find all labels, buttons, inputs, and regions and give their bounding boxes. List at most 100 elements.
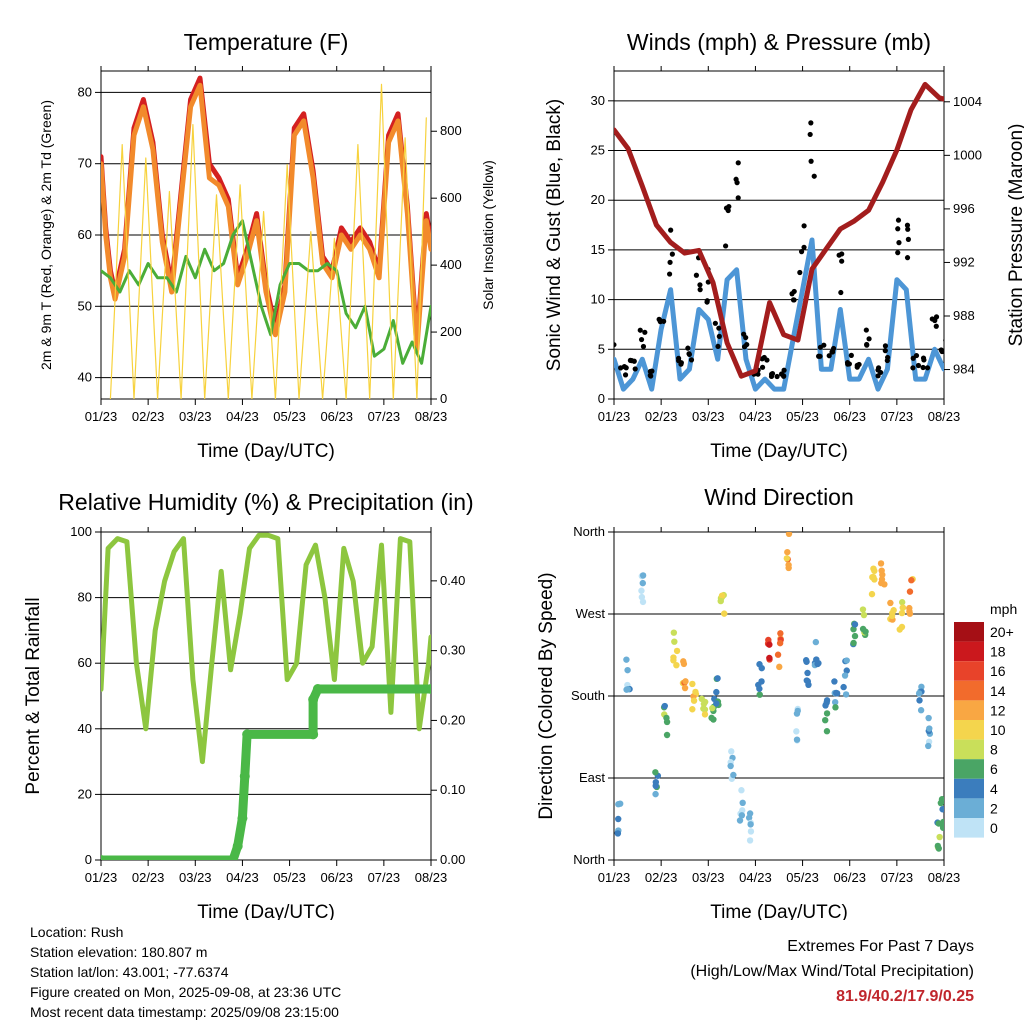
x-tick-label: 04/23 (226, 409, 259, 424)
series-point-gust (697, 282, 703, 288)
series-point-gust (623, 365, 629, 371)
series-point-gust (845, 361, 851, 367)
series-point-gust (667, 259, 673, 265)
wind-direction-point (730, 771, 737, 779)
series-point-gust (933, 323, 939, 329)
colorbar-swatch (954, 641, 984, 662)
series-point-gust (826, 353, 832, 359)
wind-direction-point (878, 579, 885, 587)
series-point-gust (741, 344, 748, 350)
series-point-gust (716, 333, 722, 339)
series-point-gust (768, 371, 775, 377)
x-tick-label: 02/23 (132, 870, 165, 885)
wind-direction-point (747, 828, 755, 835)
extremes-title: Extremes For Past 7 Days (787, 938, 974, 955)
wind-direction-point (793, 728, 800, 735)
wind-direction-point (898, 623, 906, 631)
series-point-gust (808, 120, 814, 126)
wind-direction-point (899, 604, 906, 611)
y-tick-label: 0 (85, 852, 92, 867)
series-point-gust (716, 325, 722, 331)
series-point-total-precipitation (101, 855, 106, 860)
wind-direction-point (822, 716, 829, 724)
y-axis-label: Percent & Total Rainfall (23, 597, 44, 794)
wind-direction-point (638, 593, 646, 601)
wind-direction-point (623, 656, 630, 663)
series-point-gust (905, 236, 912, 242)
wind-direction-point (785, 561, 792, 569)
x-tick-label: 08/23 (928, 870, 961, 885)
series-point-gust (816, 353, 822, 359)
wind-direction-point (689, 706, 696, 713)
series-point-total-precipitation (308, 729, 319, 740)
series-point-gust (848, 352, 854, 358)
wind-direction-point (890, 607, 897, 614)
wind-direction-point (736, 817, 744, 824)
extremes-box: Extremes For Past 7 Days (High/Low/Max W… (690, 934, 974, 1009)
wind-direction-point (713, 688, 720, 696)
series-point-gust (686, 351, 693, 358)
y-tick-label: 10 (591, 292, 605, 307)
x-tick-label: 03/23 (692, 409, 725, 424)
wind-direction-point (940, 818, 944, 826)
series-point-gust (648, 373, 654, 379)
wind-direction-point (708, 714, 715, 722)
wind-direction-point (673, 647, 681, 655)
wind-direction-point (766, 641, 773, 648)
wind-direction-point (925, 742, 932, 750)
wind-direction-point (916, 697, 923, 704)
wind-direction-point (870, 565, 877, 572)
x-tick-label: 03/23 (179, 409, 212, 424)
wind-direction-point (727, 762, 734, 770)
x-tick-label: 01/23 (85, 870, 118, 885)
series-point-gust (666, 271, 673, 277)
wind-direction-point (776, 639, 784, 647)
series-point-gust (723, 243, 729, 249)
y-tick-label: 100 (70, 524, 92, 539)
series-point-gust (904, 222, 911, 228)
colorbar-swatch (954, 739, 984, 760)
series-point-gust (882, 348, 888, 354)
wind-direction-point (738, 812, 746, 819)
wind-direction-point (888, 612, 896, 620)
x-axis-label: Time (Day/UTC) (197, 441, 335, 462)
wind-direction-point (868, 590, 876, 598)
plot-frame (100, 531, 432, 861)
wind-direction-point (614, 830, 622, 837)
wind-direction-point (670, 629, 678, 636)
series-point-gust (725, 207, 731, 214)
wind-direction-point (638, 587, 645, 594)
y2-tick-label: 200 (440, 324, 462, 339)
wind-direction-point (840, 683, 847, 691)
station-info: Location: Rush Station elevation: 180.80… (30, 922, 341, 1022)
wind-direction-point (758, 664, 765, 672)
wind-direction-point (862, 628, 869, 635)
wind-direction-point (859, 606, 867, 613)
y-tick-label: 20 (78, 786, 92, 801)
wind-direction-point (939, 824, 944, 831)
station-elevation: Station elevation: 180.807 m (30, 944, 208, 960)
colorbar-label: 2 (990, 800, 998, 816)
wind-direction-point (700, 700, 708, 708)
colorbar-label: 12 (990, 702, 1006, 718)
wind-direction-point (739, 799, 746, 807)
series-point-gust (910, 355, 916, 361)
series-point-gust (910, 365, 916, 371)
series-point-gust (838, 289, 844, 296)
wind-direction-point (804, 678, 812, 685)
series-point-gust (856, 361, 862, 368)
wind-direction-point (898, 599, 906, 606)
wind-direction-point (728, 748, 735, 755)
y-tick-label: East (579, 770, 605, 785)
series-point-gust (657, 317, 663, 324)
series-point-gust (915, 362, 922, 369)
y-tick-label: West (576, 606, 606, 621)
y-tick-label: North (573, 524, 605, 539)
series-point-total-precipitation (242, 729, 253, 740)
x-tick-label: 06/23 (320, 409, 353, 424)
plot-area (101, 75, 431, 399)
series-point-gust (609, 339, 614, 344)
wind-direction-point (661, 702, 668, 710)
colorbar-swatch (954, 622, 984, 642)
x-tick-label: 05/23 (273, 870, 306, 885)
